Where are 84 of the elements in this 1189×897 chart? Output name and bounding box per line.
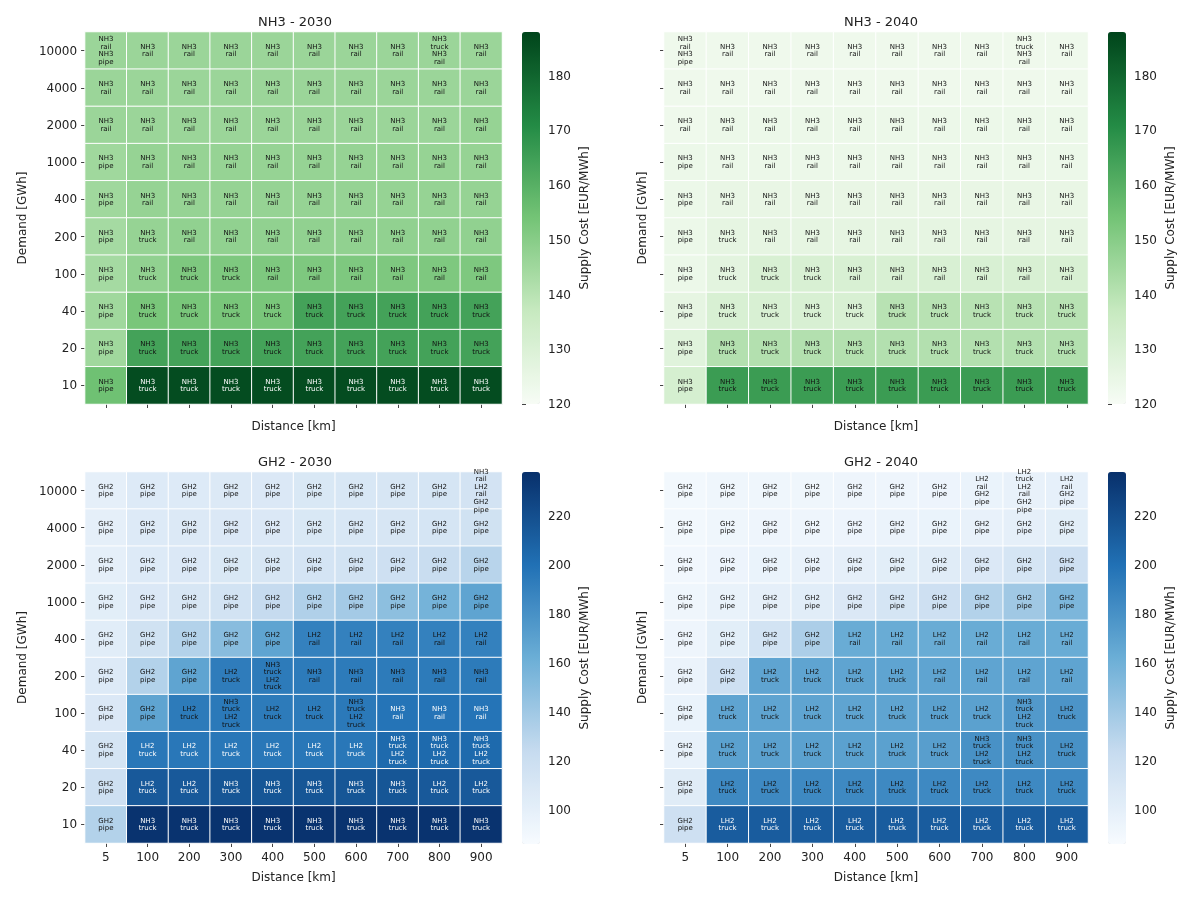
x-tick-label: 300	[219, 850, 243, 864]
x-tick-label: 800	[1012, 850, 1036, 864]
y-tick-label: 20	[61, 341, 78, 356]
color-bar-label: 130	[548, 342, 571, 357]
y-tick-label: 400	[54, 631, 78, 646]
y-tick-label: 10	[61, 817, 78, 832]
color-bar-label: 120	[1134, 397, 1157, 411]
color-bar-title: Supply Cost [EUR/MWh]	[577, 146, 591, 290]
x-tick-label: 200	[177, 850, 201, 864]
y-tick-label: 400	[54, 192, 78, 207]
color-bar-label: 180	[548, 606, 571, 621]
x-tick-label: 700	[386, 850, 410, 864]
color-bar-title: Supply Cost [EUR/MWh]	[1163, 146, 1177, 290]
color-bar-label: 220	[1134, 509, 1157, 524]
color-bar-label: 180	[1134, 606, 1157, 621]
color-bar-label: 160	[1134, 655, 1157, 670]
color-bar-label: 180	[548, 68, 571, 83]
y-tick-label: 10	[61, 378, 78, 393]
x-tick-label: 600	[344, 850, 368, 864]
color-bar-label: 140	[1134, 287, 1157, 302]
color-bar-label: 200	[1134, 558, 1157, 572]
x-axis-title: Distance [km]	[251, 870, 336, 884]
y-tick-label: 10000	[38, 43, 78, 58]
x-axis-title: Distance [km]	[833, 870, 919, 884]
color-bar-label: 100	[548, 802, 571, 817]
color-bar-label: 200	[548, 558, 571, 572]
x-tick-label: 100	[136, 850, 160, 864]
color-bar-label: 140	[1134, 704, 1157, 719]
x-tick-label: 100	[716, 850, 740, 864]
y-axis-title: Demand [GWh]	[635, 611, 649, 704]
x-tick-label: 5	[681, 850, 690, 864]
color-bar-label: 120	[548, 753, 571, 768]
color-bar-label: 170	[548, 123, 571, 138]
chart-title: GH2 - 2040	[843, 454, 919, 469]
y-tick-label: 1000	[46, 594, 78, 609]
y-tick-label: 10000	[38, 483, 78, 498]
color-bar-label: 140	[548, 704, 571, 719]
color-bar-label: 160	[548, 178, 571, 193]
y-tick-label: 20	[61, 780, 78, 795]
x-tick-label: 300	[800, 850, 824, 864]
color-bar-label: 120	[1134, 753, 1157, 768]
x-tick-label: 500	[302, 850, 326, 864]
y-tick-label: 100	[54, 266, 78, 281]
y-tick-label: 100	[54, 706, 78, 721]
color-bar-title: Supply Cost [EUR/MWh]	[577, 586, 591, 730]
y-tick-label: 2000	[46, 557, 78, 572]
color-bar-title: Supply Cost [EUR/MWh]	[1163, 586, 1177, 730]
x-tick-label: 600	[928, 850, 952, 864]
y-axis-title: Demand [GWh]	[635, 171, 649, 265]
y-tick-label: 200	[54, 669, 78, 684]
color-bar-label: 160	[548, 655, 571, 670]
color-bar-label: 220	[548, 509, 571, 524]
x-tick-label: 200	[758, 850, 782, 864]
x-axis-title: Distance [km]	[251, 419, 336, 433]
x-tick-label: 5	[102, 850, 110, 864]
color-bar-label: 100	[1134, 802, 1157, 817]
y-axis-title: Demand [GWh]	[15, 611, 29, 704]
x-tick-label: 500	[885, 850, 909, 864]
y-tick-label: 200	[54, 229, 78, 244]
x-tick-label: 400	[261, 850, 285, 864]
color-bar-label: 130	[1134, 342, 1157, 357]
x-tick-label: 900	[1055, 850, 1079, 864]
x-tick-label: 700	[970, 850, 994, 864]
y-axis-title: Demand [GWh]	[15, 171, 29, 265]
color-bar-label: 140	[548, 287, 571, 302]
y-tick-label: 4000	[46, 520, 78, 535]
y-tick-label: 40	[61, 304, 78, 318]
x-tick-label: 400	[843, 850, 867, 864]
x-axis-title: Distance [km]	[833, 419, 919, 433]
y-tick-label: 40	[61, 743, 78, 758]
color-bar-label: 150	[1134, 232, 1157, 247]
color-bar-label: 160	[1134, 178, 1157, 193]
color-bar-label: 150	[548, 232, 571, 247]
color-bar-label: 170	[1134, 123, 1157, 138]
chart-title: NH3 - 2030	[258, 14, 332, 29]
color-bar-label: 120	[548, 397, 571, 411]
color-bar-label: 180	[1134, 68, 1157, 83]
x-tick-label: 900	[469, 850, 493, 864]
y-tick-label: 4000	[46, 80, 78, 95]
x-tick-label: 800	[428, 850, 451, 864]
chart-title: NH3 - 2040	[844, 14, 918, 29]
y-tick-label: 2000	[46, 118, 78, 132]
chart-title: GH2 - 2030	[257, 454, 333, 469]
y-tick-label: 1000	[46, 155, 78, 170]
